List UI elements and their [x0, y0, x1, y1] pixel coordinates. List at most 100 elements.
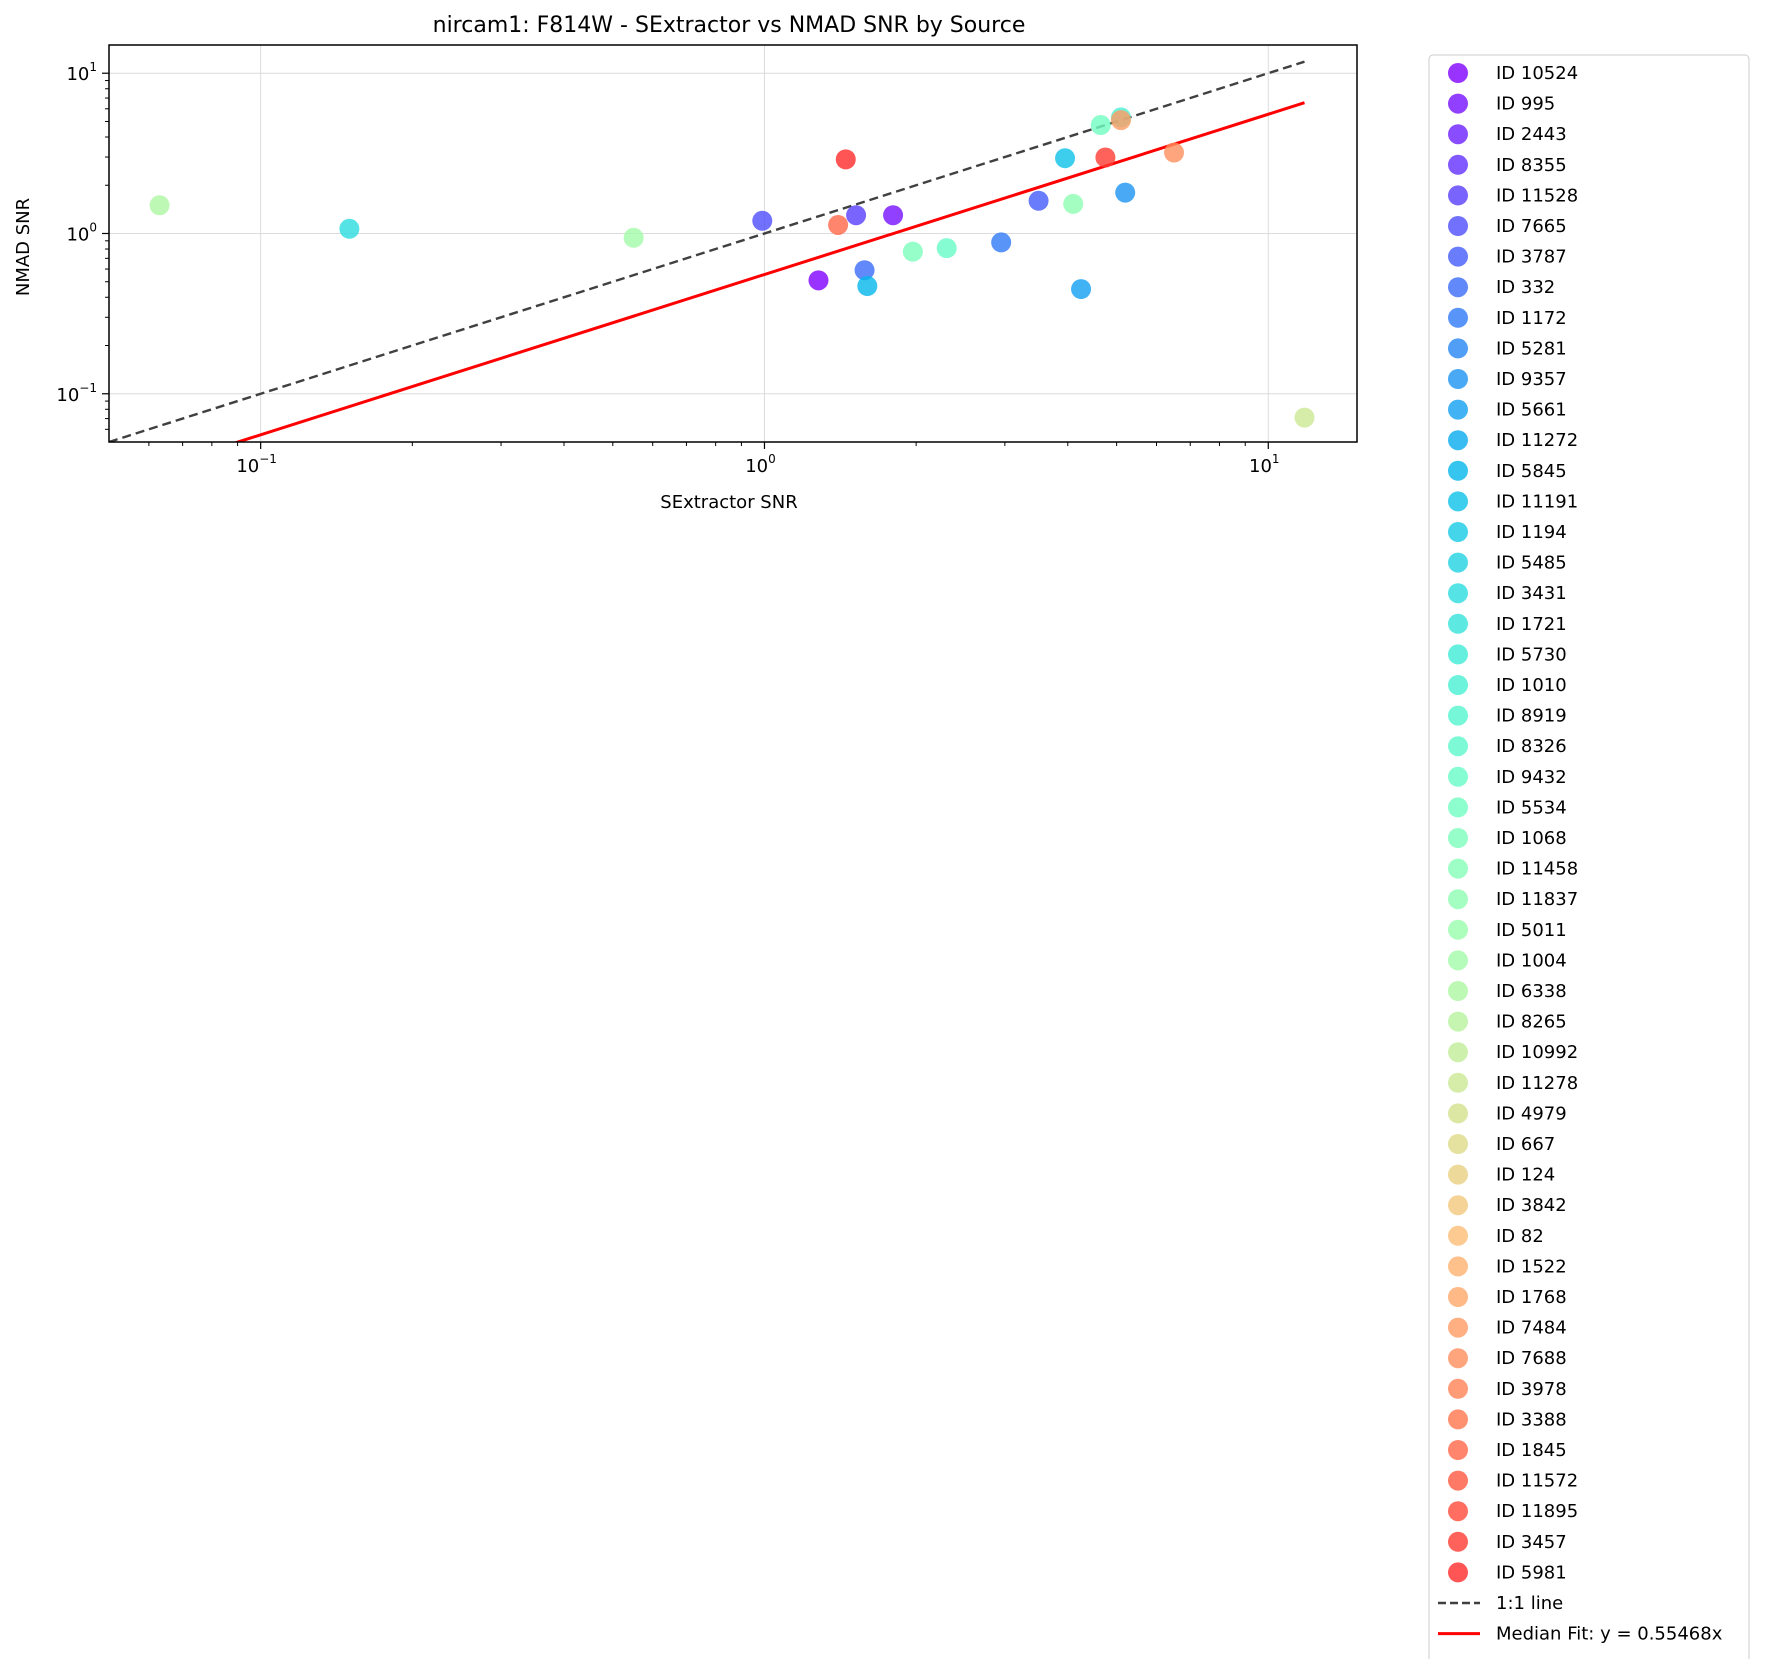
legend-marker: [1448, 1103, 1468, 1124]
legend-marker: [1448, 185, 1468, 206]
legend-label: ID 5845: [1496, 461, 1567, 482]
point-id-11191: [1055, 148, 1076, 169]
legend-label: ID 10992: [1496, 1042, 1578, 1063]
legend-marker: [1448, 93, 1468, 114]
legend-marker: [1448, 552, 1468, 573]
legend-label: ID 5661: [1496, 400, 1567, 421]
point-id-11278: [1294, 407, 1315, 428]
legend-label: ID 1004: [1496, 950, 1567, 971]
legend-label: ID 82: [1496, 1226, 1544, 1247]
legend-marker: [1448, 644, 1468, 665]
legend-label: ID 1010: [1496, 675, 1567, 696]
legend-marker: [1448, 1042, 1468, 1063]
legend-label: ID 6338: [1496, 981, 1567, 1002]
legend-label: ID 11895: [1496, 1501, 1578, 1522]
legend-marker: [1448, 522, 1468, 542]
y-tick-label-0: 10−1: [56, 381, 97, 406]
legend-label: ID 11528: [1496, 185, 1578, 206]
point-id-9357: [1115, 182, 1136, 203]
point-id-10524: [808, 270, 829, 291]
legend-marker: [1448, 216, 1468, 236]
legend-marker: [1448, 1011, 1468, 1032]
legend-label: ID 3978: [1496, 1379, 1567, 1400]
point-id-3787: [1028, 190, 1049, 211]
y-tick-base: 10: [66, 224, 89, 245]
legend-marker: [1448, 246, 1468, 267]
legend-label: ID 3842: [1496, 1195, 1567, 1216]
x-axis-label: SExtractor SNR: [660, 492, 797, 513]
y-tick-exponent: 0: [89, 220, 97, 234]
point-id-5981: [835, 149, 856, 170]
legend-marker: [1448, 736, 1468, 757]
legend-marker: [1448, 460, 1468, 481]
legend-marker: [1448, 1348, 1468, 1369]
legend-marker: [1448, 1317, 1468, 1338]
legend-marker: [1448, 613, 1468, 634]
x-tick-exponent: 1: [1272, 452, 1280, 466]
legend-marker: [1448, 1409, 1468, 1430]
legend-box: [1428, 54, 1750, 1659]
legend-marker: [1448, 154, 1468, 175]
legend-label: ID 11272: [1496, 430, 1578, 451]
legend-marker: [1448, 705, 1468, 726]
legend-label: ID 1721: [1496, 614, 1567, 635]
legend-label: ID 3457: [1496, 1532, 1567, 1553]
legend-label: ID 1768: [1496, 1287, 1567, 1308]
legend-label: ID 1845: [1496, 1440, 1567, 1461]
point-id-1004: [623, 227, 644, 248]
legend-marker: [1448, 1501, 1468, 1522]
point-id-11528: [846, 205, 867, 226]
legend-label: ID 8919: [1496, 706, 1567, 727]
point-id-332: [854, 260, 875, 281]
point-id-9432: [936, 238, 957, 259]
legend-label: ID 11191: [1496, 491, 1578, 512]
legend-label: ID 9432: [1496, 767, 1567, 788]
legend-marker: [1448, 1134, 1468, 1154]
legend-marker: [1448, 1072, 1468, 1093]
legend-label: ID 8355: [1496, 155, 1567, 176]
legend-label: ID 3431: [1496, 583, 1567, 604]
legend-marker: [1448, 1470, 1468, 1491]
legend-marker: [1448, 675, 1468, 695]
y-tick-label-1: 100: [66, 220, 97, 245]
legend-marker: [1448, 399, 1468, 420]
point-id-1068: [902, 241, 923, 262]
point-id-3457: [1095, 147, 1116, 168]
legend-marker: [1448, 430, 1468, 451]
point-id-7484: [1110, 110, 1131, 131]
point-id-995: [883, 205, 904, 226]
chart-title: nircam1: F814W - SExtractor vs NMAD SNR …: [433, 13, 1026, 38]
legend-marker: [1448, 307, 1468, 328]
y-tick-base: 10: [66, 64, 89, 85]
legend-marker: [1448, 1531, 1468, 1552]
axes-frame: [108, 44, 1358, 443]
legend-label: ID 11837: [1496, 889, 1578, 910]
y-tick-label-2: 101: [66, 60, 97, 85]
grid: [109, 45, 1357, 442]
point-id-3431: [339, 218, 360, 239]
legend-label: ID 5011: [1496, 920, 1567, 941]
legend-label: ID 5534: [1496, 797, 1567, 818]
legend-label: ID 4979: [1496, 1103, 1567, 1124]
legend-label: ID 5981: [1496, 1562, 1567, 1583]
y-tick-exponent: −1: [79, 381, 97, 395]
legend-marker: [1448, 369, 1468, 389]
legend-label: ID 1522: [1496, 1256, 1567, 1277]
legend-label: ID 11572: [1496, 1471, 1578, 1492]
legend-marker: [1448, 950, 1468, 971]
legend-marker: [1448, 797, 1468, 818]
legend-label: ID 7688: [1496, 1348, 1567, 1369]
legend-label: Median Fit: y = 0.55468x: [1496, 1624, 1723, 1645]
legend-label: ID 667: [1496, 1134, 1555, 1155]
legend-marker: [1448, 1225, 1468, 1246]
point-id-1845: [828, 214, 849, 235]
point-id-6338: [149, 195, 170, 216]
x-tick-exponent: −1: [259, 452, 277, 466]
y-axis-label: NMAD SNR: [13, 198, 34, 296]
x-tick-exponent: 0: [768, 452, 776, 466]
point-id-7688: [1164, 142, 1185, 163]
legend-label: ID 7484: [1496, 1318, 1567, 1339]
point-id-1172: [991, 232, 1012, 253]
legend-label: ID 332: [1496, 277, 1555, 298]
